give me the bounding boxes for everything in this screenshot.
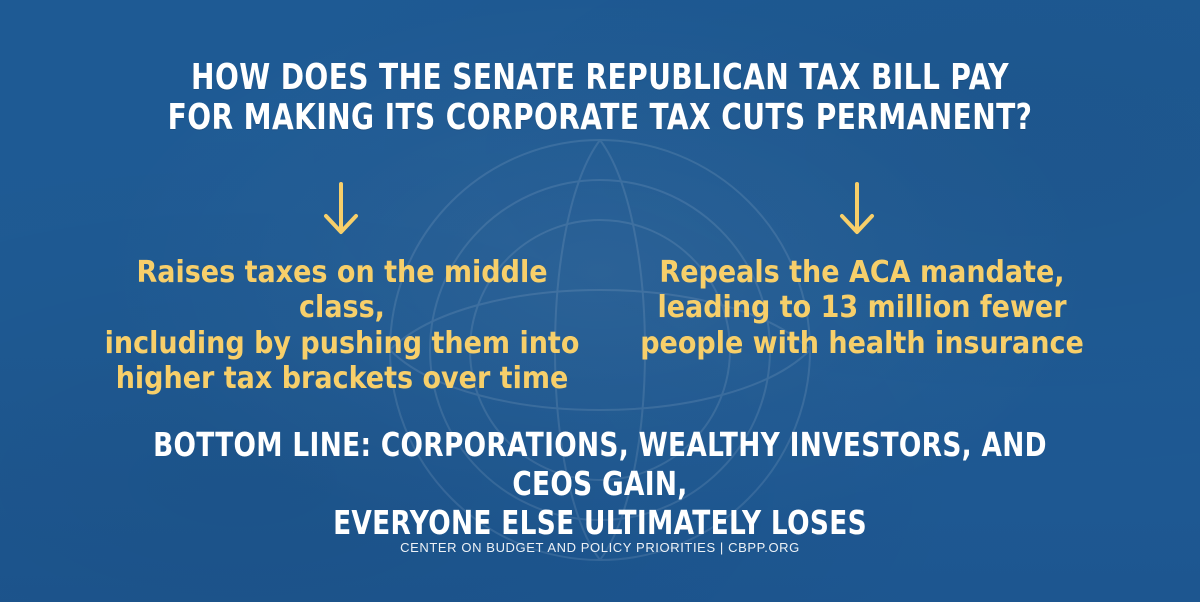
bottom-line: BOTTOM LINE: CORPORATIONS, WEALTHY INVES… [120,425,1080,543]
left-point: Raises taxes on the middle class, includ… [99,255,585,397]
left-point-line-2: including by pushing them into [104,325,580,361]
right-point-line-1: Repeals the ACA mandate, [659,255,1065,290]
bottom-line-2: EVERYONE ELSE ULTIMATELY LOSES [333,502,867,542]
right-point-line-2: leading to 13 million fewer [657,290,1067,326]
footer-credit: CENTER ON BUDGET AND POLICY PRIORITIES |… [400,540,800,555]
headline: HOW DOES THE SENATE REPUBLICAN TAX BILL … [132,57,1068,139]
headline-line-1: HOW DOES THE SENATE REPUBLICAN TAX BILL … [191,57,1009,98]
bottom-line-1: BOTTOM LINE: CORPORATIONS, WEALTHY INVES… [153,425,1047,503]
right-point: Repeals the ACA mandate, leading to 13 m… [619,255,1105,361]
headline-line-2: FOR MAKING ITS CORPORATE TAX CUTS PERMAN… [167,97,1033,139]
arrow-down-icon [840,182,874,234]
right-point-line-3: people with health insurance [640,325,1084,361]
arrow-down-icon [324,182,358,234]
left-point-line-3: higher tax brackets over time [115,361,569,397]
left-point-line-1: Raises taxes on the middle class, [136,255,548,326]
